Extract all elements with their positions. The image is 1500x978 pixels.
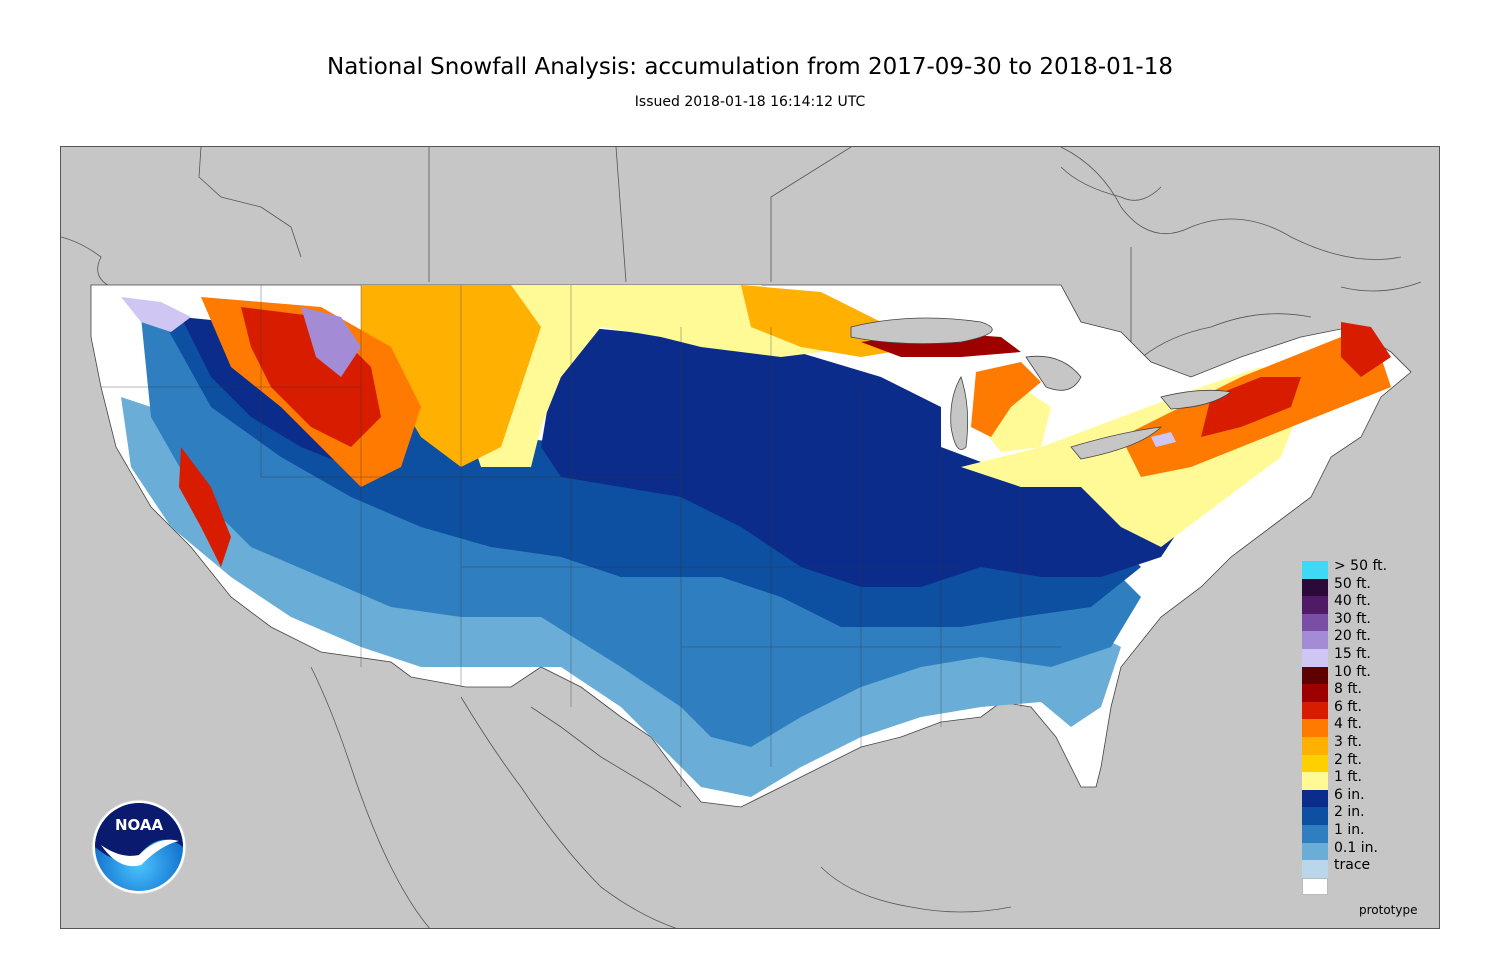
legend-label: 3 ft. bbox=[1334, 734, 1362, 750]
state-lines bbox=[101, 285, 1061, 787]
lake-michigan bbox=[950, 376, 969, 450]
legend-swatch bbox=[1302, 789, 1328, 808]
snow-6ft-sierra bbox=[179, 447, 231, 567]
lake-erie bbox=[1070, 426, 1163, 460]
issued-timestamp: Issued 2018-01-18 16:14:12 UTC bbox=[634, 94, 866, 110]
legend-label: 1 ft. bbox=[1334, 769, 1362, 786]
snowfall-field bbox=[90, 284, 1412, 808]
legend-swatch bbox=[1302, 631, 1328, 649]
noaa-logo: NOAA bbox=[91, 799, 187, 895]
legend-swatch bbox=[1302, 649, 1328, 667]
legend-swatch bbox=[1302, 825, 1328, 843]
lake-ontario bbox=[1160, 389, 1232, 410]
map-canvas bbox=[61, 147, 1422, 928]
legend-label: 2 in. bbox=[1334, 804, 1365, 821]
legend-label: 0.1 in. bbox=[1334, 839, 1378, 856]
snow-15ft-tug-hill bbox=[1151, 432, 1176, 447]
legend-label: 2 ft. bbox=[1334, 751, 1362, 768]
snow-15ft-peaks bbox=[121, 297, 191, 332]
legend-label: > 50 ft. bbox=[1334, 558, 1388, 574]
legend-swatch bbox=[1302, 737, 1328, 755]
snow-3ft-montana bbox=[361, 285, 541, 467]
legend-swatch bbox=[1302, 807, 1328, 825]
legend-swatch bbox=[1302, 842, 1328, 861]
snow-6ft-maine bbox=[1341, 322, 1391, 377]
political-boundaries bbox=[61, 147, 1422, 928]
legend-swatch bbox=[1302, 578, 1328, 597]
legend-label: 50 ft. bbox=[1334, 575, 1371, 592]
snowfall-map bbox=[60, 146, 1440, 929]
legend-swatch bbox=[1302, 772, 1328, 790]
legend-swatch bbox=[1302, 596, 1328, 614]
logo-text: NOAA bbox=[115, 816, 164, 834]
map-title: National Snowfall Analysis: accumulation… bbox=[327, 54, 1173, 80]
legend-swatch bbox=[1302, 613, 1328, 632]
legend-swatch bbox=[1302, 561, 1328, 579]
legend-label: 30 ft. bbox=[1334, 610, 1371, 627]
legend-swatch bbox=[1302, 860, 1328, 878]
legend-label: 20 ft. bbox=[1334, 628, 1371, 645]
lake-huron bbox=[1025, 355, 1082, 391]
legend-swatch bbox=[1302, 701, 1328, 720]
legend-label: trace bbox=[1334, 857, 1371, 874]
legend-label: 1 in. bbox=[1334, 822, 1365, 838]
legend-label: 6 in. bbox=[1334, 786, 1365, 803]
lake-superior bbox=[850, 317, 993, 345]
snow-4ft-michigan bbox=[971, 362, 1041, 437]
legend-label: 8 ft. bbox=[1334, 681, 1362, 698]
legend-label: 15 ft. bbox=[1334, 646, 1371, 662]
prototype-label: prototype bbox=[1359, 903, 1418, 917]
legend-swatch bbox=[1302, 666, 1328, 685]
legend-swatch bbox=[1302, 719, 1328, 737]
legend-label: 10 ft. bbox=[1334, 663, 1371, 680]
legend-swatch bbox=[1302, 684, 1328, 702]
snow-1ft-northern bbox=[441, 285, 861, 467]
legend-swatch bbox=[1302, 754, 1328, 773]
snow-20ft-peaks bbox=[301, 307, 361, 377]
legend-label: 4 ft. bbox=[1334, 716, 1362, 733]
legend-swatch-trace bbox=[1302, 877, 1328, 896]
legend-label: 6 ft. bbox=[1334, 698, 1362, 715]
great-lakes bbox=[850, 317, 1232, 460]
legend-label: 40 ft. bbox=[1334, 593, 1371, 610]
